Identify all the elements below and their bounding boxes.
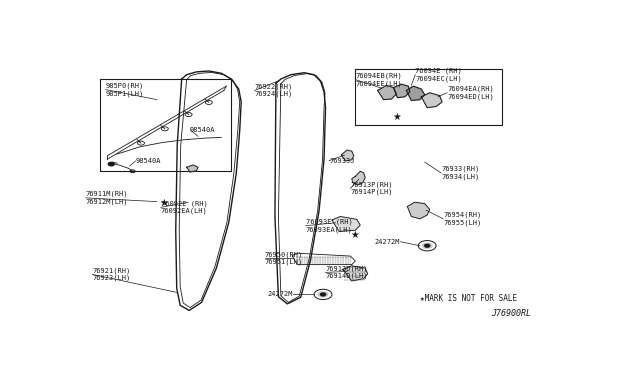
Polygon shape: [352, 171, 365, 185]
Text: ★MARK IS NOT FOR SALE: ★MARK IS NOT FOR SALE: [420, 294, 517, 303]
Bar: [100, 79, 231, 171]
Circle shape: [317, 291, 328, 298]
Circle shape: [321, 293, 326, 296]
Text: 76921(RH)
76923(LH): 76921(RH) 76923(LH): [92, 267, 131, 281]
Polygon shape: [343, 266, 367, 281]
Text: 76911M(RH)
76912M(LH): 76911M(RH) 76912M(LH): [86, 191, 129, 205]
Polygon shape: [421, 93, 442, 108]
Polygon shape: [378, 85, 396, 100]
Text: 76093E (RH)
76093EA(LH): 76093E (RH) 76093EA(LH): [306, 219, 353, 232]
Polygon shape: [332, 217, 360, 231]
Text: ★: ★: [350, 230, 358, 240]
Text: 76933(RH)
76934(LH): 76933(RH) 76934(LH): [441, 166, 479, 180]
Polygon shape: [406, 86, 425, 100]
Text: 76913P(RH)
76914P(LH): 76913P(RH) 76914P(LH): [350, 182, 393, 195]
Text: 76913D(RH)
76914D(LH): 76913D(RH) 76914D(LH): [326, 265, 368, 279]
Text: ★: ★: [159, 198, 168, 208]
Text: 76094EB(RH)
76094EE(LH): 76094EB(RH) 76094EE(LH): [355, 73, 402, 87]
Circle shape: [108, 162, 114, 166]
Text: 24272M: 24272M: [268, 291, 293, 298]
Text: 98540A: 98540A: [190, 127, 216, 133]
Circle shape: [422, 243, 433, 249]
Polygon shape: [187, 165, 198, 172]
Text: 98540A: 98540A: [136, 158, 161, 164]
Text: 24272M: 24272M: [375, 239, 401, 245]
Text: J76900RL: J76900RL: [492, 310, 531, 318]
Bar: [355, 69, 502, 125]
Text: 76094E (RH)
76094EC(LH): 76094E (RH) 76094EC(LH): [415, 68, 462, 82]
Text: 76950(RH)
76951(LH): 76950(RH) 76951(LH): [264, 251, 303, 265]
Polygon shape: [408, 202, 429, 219]
Text: ★: ★: [392, 112, 401, 122]
Text: 76094EA(RH)
76094ED(LH): 76094EA(RH) 76094ED(LH): [447, 86, 494, 100]
Text: 76922(RH)
76924(LH): 76922(RH) 76924(LH): [255, 83, 293, 97]
Circle shape: [425, 244, 429, 247]
Text: 76092E (RH)
76092EA(LH): 76092E (RH) 76092EA(LH): [161, 201, 207, 214]
Polygon shape: [394, 84, 410, 97]
Text: 76933J: 76933J: [329, 158, 355, 164]
Text: 76954(RH)
76955(LH): 76954(RH) 76955(LH): [443, 212, 481, 226]
Polygon shape: [341, 150, 354, 161]
Text: 985P0(RH)
985P1(LH): 985P0(RH) 985P1(LH): [106, 83, 144, 97]
